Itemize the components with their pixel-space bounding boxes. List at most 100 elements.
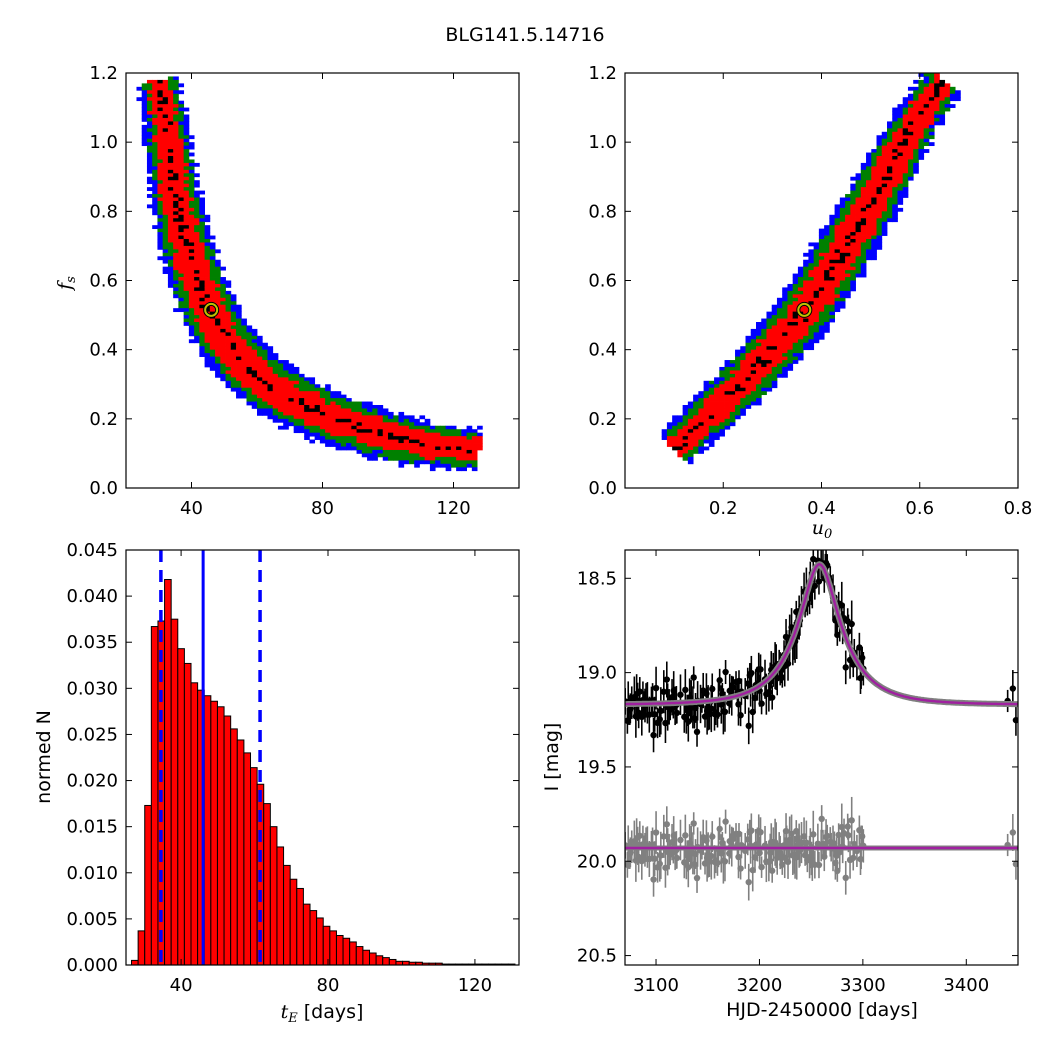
fs-te-cell: [262, 408, 268, 413]
fs-te-cell: [241, 339, 247, 344]
data-point: [682, 686, 689, 694]
fs-u0-cell: [787, 287, 794, 292]
fs-u0-cell: [818, 315, 825, 319]
fs-u0-cell: [813, 280, 820, 285]
fs-te-cell: [188, 173, 195, 178]
fs-te-cell: [272, 363, 279, 368]
fs-te-cell: [461, 453, 467, 458]
fs-te-cell: [141, 100, 148, 105]
fs-u0-cell: [792, 318, 799, 323]
fs-te-cell: [173, 169, 179, 174]
fs-te-cell: [146, 114, 153, 119]
fs-te-cell: [173, 218, 179, 223]
fs-u0-cell: [834, 273, 841, 278]
fs-te-cell: [262, 380, 268, 385]
fs-te-cell: [162, 197, 169, 202]
fs-u0-cell: [745, 387, 752, 392]
fs-te-cell: [162, 117, 169, 122]
fs-te-cell: [220, 280, 226, 285]
fs-u0-cell: [939, 93, 946, 98]
fs-u0-cell: [829, 311, 835, 316]
fs-te-cell: [188, 322, 195, 326]
fs-u0-cell: [745, 373, 752, 378]
residual-point: [650, 876, 657, 883]
fs-u0-cell: [782, 346, 788, 351]
fs-te-cell: [162, 149, 169, 153]
fs-u0-cell: [745, 391, 752, 396]
fs-u0-cell: [829, 315, 835, 319]
fs-u0-cell: [876, 187, 883, 191]
fs-u0-cell: [756, 339, 762, 344]
fs-te-cell: [167, 166, 174, 171]
data-point: [834, 631, 841, 639]
fs-u0-cell: [698, 391, 704, 396]
fs-te-cell: [403, 456, 410, 461]
fs-te-cell: [393, 418, 399, 423]
fs-te-cell: [183, 180, 190, 185]
fs-te-cell: [236, 349, 242, 354]
fs-u0-cell: [928, 128, 935, 133]
fs-u0-cell: [771, 366, 778, 371]
fs-u0-cell: [881, 173, 888, 178]
fs-te-cell: [152, 162, 158, 167]
fs-u0-cell: [907, 149, 914, 153]
fs-te-cell: [372, 456, 378, 461]
fs-te-cell: [241, 360, 247, 364]
fs-te-cell: [319, 425, 326, 430]
fs-te-cell: [277, 387, 284, 392]
fs-te-cell: [471, 443, 478, 447]
fs-u0-cell: [787, 294, 794, 299]
fs-te-cell: [277, 377, 284, 382]
fs-u0-cell: [735, 353, 741, 357]
fs-te-cell: [419, 415, 426, 420]
fs-te-cell: [194, 318, 200, 323]
fs-te-cell: [288, 411, 295, 416]
fs-te-cell: [183, 273, 190, 278]
fs-te-cell: [173, 242, 179, 247]
fs-u0-cell: [724, 394, 731, 399]
fs-te-cell: [236, 384, 242, 389]
fs-te-cell: [424, 422, 431, 427]
fs-u0-cell: [923, 86, 930, 91]
fs-u0-cell: [766, 363, 773, 368]
fs-u0-cell: [682, 453, 689, 458]
fs-te-cell: [414, 439, 420, 444]
fs-te-cell: [199, 221, 205, 226]
residual-point: [767, 849, 774, 856]
fs-u0-cell: [708, 429, 715, 434]
fs-te-cell: [183, 242, 190, 247]
fs-te-cell: [251, 335, 258, 340]
residual-point: [656, 860, 663, 867]
fs-te-cell: [466, 463, 473, 468]
fs-u0-cell: [818, 297, 825, 302]
fs-u0-cell: [923, 124, 930, 129]
fs-te-cell: [367, 436, 373, 440]
fs-u0-cell: [682, 443, 689, 447]
fs-u0-cell: [928, 142, 935, 147]
fs-u0-cell: [913, 152, 919, 157]
data-point: [721, 708, 729, 716]
fs-u0-cell: [839, 197, 846, 202]
residual-point: [677, 836, 684, 844]
fs-u0-cell: [897, 176, 904, 181]
fs-u0-cell: [797, 356, 804, 361]
fs-u0-cell: [724, 373, 731, 378]
fs-te-cell: [183, 162, 190, 167]
fs-u0-cell: [729, 370, 736, 375]
fs-u0-cell: [808, 342, 815, 347]
fs-te-cell: [414, 429, 420, 434]
fs-u0-cell: [813, 339, 820, 344]
fs-u0-cell: [724, 411, 731, 416]
fs-u0-cell: [876, 200, 883, 205]
fs-te-cell: [429, 456, 436, 461]
fs-te-cell: [157, 242, 164, 247]
fs-te-cell: [429, 446, 436, 451]
fs-te-cell: [435, 463, 441, 468]
fs-te-cell: [157, 166, 164, 171]
fs-te-cell: [157, 149, 164, 153]
data-point: [858, 654, 866, 661]
fs-u0-cell: [682, 429, 689, 434]
fs-u0-cell: [740, 394, 746, 399]
fs-u0-cell: [829, 294, 835, 299]
te-histogram-bar: [362, 949, 371, 966]
